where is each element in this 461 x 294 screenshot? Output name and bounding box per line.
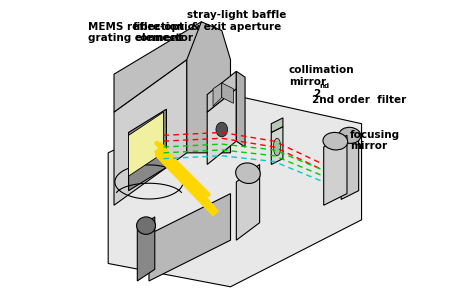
- Polygon shape: [137, 217, 155, 281]
- Polygon shape: [207, 89, 236, 164]
- Text: 2: 2: [313, 89, 321, 99]
- Polygon shape: [271, 127, 283, 164]
- Ellipse shape: [136, 217, 155, 234]
- Polygon shape: [341, 132, 359, 199]
- Ellipse shape: [339, 127, 361, 143]
- Polygon shape: [213, 83, 222, 106]
- Polygon shape: [155, 141, 219, 217]
- Polygon shape: [236, 71, 245, 147]
- Polygon shape: [222, 83, 233, 103]
- Polygon shape: [108, 95, 361, 287]
- Ellipse shape: [273, 138, 281, 156]
- Ellipse shape: [323, 132, 348, 150]
- Ellipse shape: [236, 163, 260, 183]
- Polygon shape: [187, 22, 230, 153]
- Text: stray-light baffle
& exit aperture: stray-light baffle & exit aperture: [187, 10, 286, 32]
- Ellipse shape: [216, 122, 228, 137]
- Text: nd: nd: [319, 83, 330, 89]
- Polygon shape: [129, 109, 166, 191]
- Text: 2nd order  filter: 2nd order filter: [312, 95, 406, 105]
- Polygon shape: [207, 71, 236, 112]
- Text: fibre-optic
connector: fibre-optic connector: [133, 22, 195, 44]
- Polygon shape: [149, 193, 230, 281]
- Polygon shape: [129, 112, 164, 176]
- Text: focusing
mirror: focusing mirror: [350, 130, 400, 151]
- Text: collimation
mirror: collimation mirror: [289, 66, 355, 87]
- Polygon shape: [271, 118, 283, 132]
- Polygon shape: [236, 164, 260, 240]
- Polygon shape: [324, 135, 347, 205]
- Polygon shape: [114, 60, 187, 205]
- Polygon shape: [114, 22, 201, 112]
- Text: MEMS reflection
grating element: MEMS reflection grating element: [88, 22, 184, 44]
